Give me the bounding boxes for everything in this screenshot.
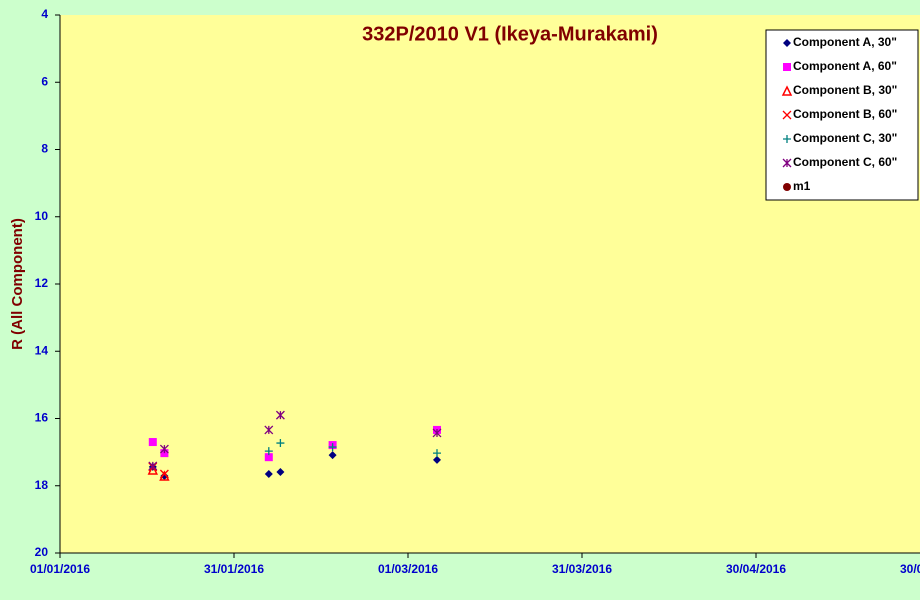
legend-marker	[783, 63, 791, 71]
legend-marker	[782, 110, 792, 120]
chart-title: 332P/2010 V1 (Ikeya-Murakami)	[362, 23, 658, 45]
x-tick-label: 31/01/2016	[204, 562, 264, 576]
legend-marker	[781, 85, 793, 96]
y-tick-label: 6	[41, 74, 48, 88]
point	[276, 439, 285, 448]
y-tick-label: 8	[41, 142, 48, 156]
point	[148, 438, 157, 447]
x-tick-label: 31/03/2016	[552, 562, 612, 576]
y-tick-label: 14	[35, 343, 49, 357]
x-tick-label: 01/03/2016	[378, 562, 438, 576]
y-tick-label: 20	[35, 545, 49, 559]
legend-label: Component A, 60"	[793, 59, 897, 73]
point	[148, 461, 158, 471]
point	[275, 410, 285, 420]
y-axis-label: R (All Component)	[9, 218, 26, 350]
x-tick-label: 01/01/2016	[30, 562, 90, 576]
point	[264, 469, 273, 478]
legend-label: Component B, 60"	[793, 107, 897, 121]
point	[433, 455, 441, 464]
point	[159, 444, 169, 454]
point	[264, 447, 273, 456]
y-tick-label: 4	[41, 7, 48, 21]
point	[160, 449, 169, 458]
point	[147, 464, 159, 475]
point	[276, 467, 285, 476]
point	[328, 443, 337, 452]
point	[328, 451, 337, 460]
point	[264, 425, 274, 435]
legend-marker	[783, 183, 791, 191]
y-tick-label: 12	[35, 276, 49, 290]
point	[159, 469, 169, 479]
y-tick-label: 18	[35, 478, 49, 492]
legend-marker	[783, 39, 791, 47]
point	[433, 449, 441, 458]
legend-label: Component B, 30"	[793, 83, 897, 97]
point	[432, 428, 442, 438]
point	[160, 471, 169, 480]
legend-box	[765, 29, 919, 201]
x-tick-label: 30/05/2016	[900, 562, 920, 576]
legend-marker	[782, 158, 792, 168]
x-tick-label: 30/04/2016	[726, 562, 786, 576]
legend-label: Component C, 30"	[793, 131, 897, 145]
y-tick-label: 16	[35, 411, 49, 425]
legend-label: Component A, 30"	[793, 35, 897, 49]
y-tick-label: 10	[35, 209, 49, 223]
point	[264, 453, 273, 462]
legend-marker	[783, 135, 791, 143]
legend-label: m1	[793, 179, 811, 193]
legend-label: Component C, 60"	[793, 155, 897, 169]
